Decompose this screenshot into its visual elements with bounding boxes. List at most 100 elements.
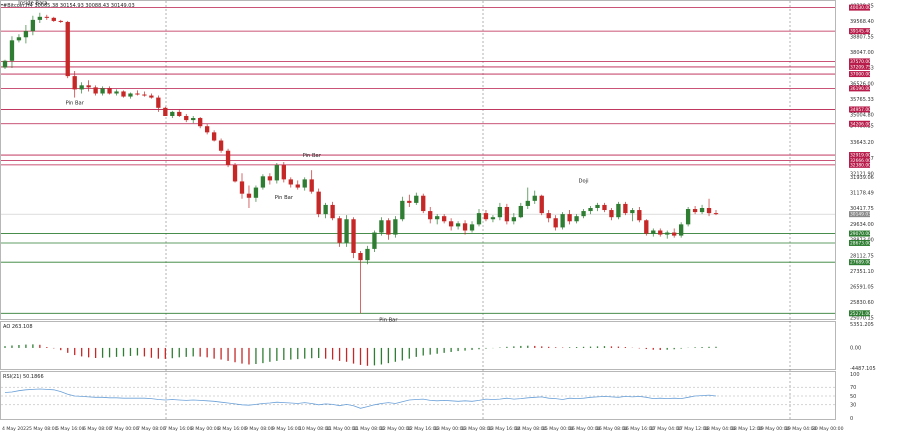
candle-bullish	[302, 179, 307, 188]
price-axis-label: 38047.00	[850, 50, 874, 56]
rsi-title: RSI(21) 50.1866	[3, 374, 44, 380]
rsi-axis-label: 100	[850, 372, 860, 378]
resistance-price-tag-bg	[849, 71, 870, 78]
ao-axis: 5351.205 0.00 -4487.105	[850, 322, 876, 372]
candle-bullish	[630, 210, 635, 214]
support-price-tag-bg	[849, 310, 870, 317]
candle-bullish	[469, 224, 475, 231]
price-axis-label: 33643.20	[850, 140, 874, 146]
price-axis-label: 32121.90	[850, 171, 874, 177]
current-price-tag: 30149.03	[850, 212, 871, 218]
support-price-tag-bg	[849, 259, 870, 266]
candle-bearish	[316, 191, 321, 215]
current-price-tag-bg	[849, 211, 870, 218]
time-axis-label: 13 May 16:00	[488, 426, 520, 432]
resistance-price-tag-bg	[849, 120, 870, 127]
candle-bullish	[191, 118, 196, 121]
candle-bearish	[386, 220, 391, 235]
pattern-label: Pin Bar	[275, 195, 294, 201]
price-axis-label: 39568.40	[850, 19, 874, 25]
candle-bearish	[706, 207, 712, 214]
time-axis-label: 9 May 08:00	[245, 426, 274, 432]
time-axis-label: 19 May 00:00	[758, 426, 790, 432]
candle-bullish	[455, 223, 461, 227]
candle-bearish	[149, 95, 154, 98]
rsi-axis: 100 70 50 30 0	[850, 372, 860, 422]
candle-bullish	[511, 217, 517, 222]
candle-bearish	[163, 107, 168, 116]
candle-bullish	[414, 195, 419, 203]
time-axis-label: 8 May 00:00	[191, 426, 220, 432]
candles	[2, 12, 719, 314]
price-axis-label: 27351.10	[850, 269, 874, 275]
candle-bullish	[100, 88, 105, 94]
price-axis-label: 31178.49	[850, 191, 874, 197]
candle-bearish	[72, 76, 77, 90]
pattern-label: Doji	[579, 178, 589, 184]
price-axis-label: 38807.55	[850, 35, 874, 41]
time-axis-label: 18 May 04:00	[704, 426, 736, 432]
candle-bullish	[323, 204, 328, 215]
ao-axis-label: 5351.205	[850, 322, 874, 328]
candle-bullish	[518, 205, 523, 218]
candle-bearish	[281, 165, 286, 180]
candle-bearish	[692, 209, 698, 213]
price-axis-label: 31939.06	[850, 175, 874, 181]
time-axis-label: 11 May 00:00	[326, 426, 358, 432]
pattern-label: Pin Bar	[66, 101, 85, 107]
time-axis-label: 4 May 2022	[2, 426, 29, 432]
rsi-axis-label: 0	[850, 416, 853, 422]
candle-bullish	[372, 232, 377, 249]
candle-bearish	[539, 195, 544, 214]
candle-bullish	[365, 248, 370, 261]
candle-bearish	[504, 206, 510, 222]
candle-bullish	[2, 60, 8, 68]
candle-bearish	[644, 220, 649, 234]
candle-bearish	[177, 111, 182, 116]
candle-bullish	[393, 219, 398, 235]
dropdown-triangle-icon[interactable]	[1, 4, 3, 6]
time-axis-label: 8 May 16:00	[218, 426, 247, 432]
candle-bearish	[295, 184, 300, 188]
price-axis-label: 35765.33	[850, 97, 874, 103]
candle-bearish	[351, 219, 356, 253]
candle-bearish	[288, 179, 293, 185]
candle-bullish	[616, 203, 621, 218]
resistance-price-tag: 32666.00	[850, 158, 871, 164]
candle-bullish	[588, 207, 593, 212]
time-axis: 4 May 2022 5 May 08:005 May 16:006 May 08…	[2, 426, 844, 432]
candle-bullish	[30, 19, 36, 32]
candle-bullish	[560, 214, 565, 228]
time-axis-label: 16 May 16:00	[623, 426, 655, 432]
ao-indicator-pane[interactable]	[0, 321, 836, 370]
resistance-price-tag-bg	[849, 4, 870, 11]
candle-bullish	[699, 207, 705, 213]
candle-bearish	[51, 17, 56, 21]
rsi-indicator-pane[interactable]	[0, 371, 836, 420]
resistance-price-tag: 39145.40	[850, 29, 871, 35]
time-axis-label: 7 May 08:00	[137, 426, 166, 432]
candle-bullish	[16, 37, 22, 41]
price-axis-label: 25070.15	[850, 316, 874, 322]
candle-bearish	[121, 91, 126, 97]
time-axis-label: 13 May 00:00	[434, 426, 466, 432]
level-lines	[1, 7, 835, 314]
symbol-info-text: #Bitcoin,H4 30065.38 30154.93 30088.43 3…	[3, 3, 135, 9]
candle-bearish	[428, 211, 433, 220]
candle-bearish	[483, 213, 489, 220]
candle-bullish	[574, 216, 579, 222]
rsi-axis-label: 50	[850, 394, 856, 400]
candle-bearish	[211, 132, 217, 141]
support-price-tag: 25271.00	[850, 311, 871, 317]
candle-bearish	[142, 94, 147, 96]
candle-bullish	[23, 31, 29, 38]
resistance-price-tag-bg	[849, 85, 870, 92]
candle-bearish	[65, 21, 70, 77]
support-price-tag: 28673.00	[850, 240, 871, 246]
rsi-axis-label: 70	[850, 385, 856, 391]
price-axis-label: 36526.00	[850, 81, 874, 87]
support-price-tag: 29070.00	[850, 231, 871, 237]
rsi-level-lines	[1, 386, 835, 406]
candle-bearish	[553, 218, 558, 228]
